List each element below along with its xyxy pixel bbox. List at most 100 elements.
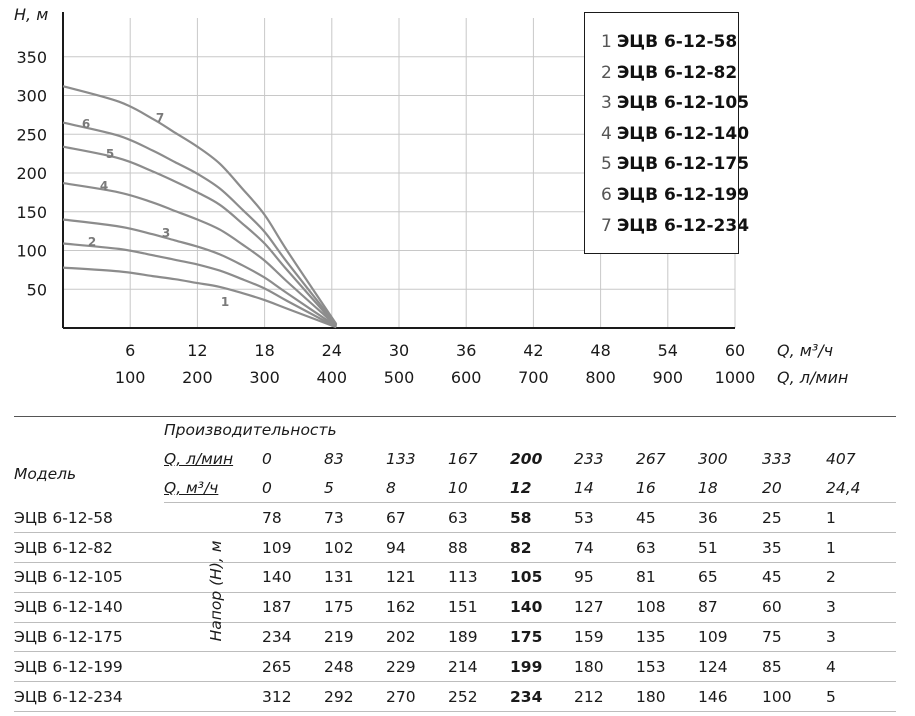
series-number-label: 5 (106, 147, 114, 161)
model-cell: ЭЦВ 6-12-82 (14, 532, 164, 563)
head-value-cell: 140 (510, 592, 574, 623)
y-tick-label: 200 (16, 164, 47, 183)
model-header: Модель (14, 464, 77, 483)
q-m3h-value: 20 (762, 473, 826, 504)
head-value-cell: 127 (574, 592, 636, 623)
head-value-cell: 100 (762, 681, 826, 712)
head-value-cell: 234 (510, 681, 574, 712)
x-tick-label-lmin: 400 (317, 368, 348, 387)
head-value-cell: 73 (324, 502, 386, 534)
legend-model-name: ЭЦВ 6-12-175 (616, 154, 750, 175)
legend-number: 4 (601, 123, 612, 144)
head-value-cell: 74 (574, 532, 636, 563)
head-value-cell: 109 (262, 532, 324, 563)
table-header-row: Q, м³/ч 0 5 8 10 12 14 16 18 20 24,4 (14, 473, 896, 504)
q-m3h-value: 0 (262, 473, 324, 504)
head-value-cell: 35 (762, 532, 826, 563)
model-cell: ЭЦВ 6-12-140 (14, 592, 164, 623)
series-line-7 (62, 85, 338, 325)
legend-model-name: ЭЦВ 6-12-199 (616, 184, 750, 205)
head-value-cell: 58 (510, 502, 574, 534)
x-tick-label-lmin: 500 (384, 368, 415, 387)
legend-entry: 1 ЭЦВ 6-12-58 (601, 27, 738, 58)
head-value-cell: 219 (324, 622, 386, 653)
head-value-cell: 234 (262, 622, 324, 653)
series-number-label: 7 (156, 111, 164, 125)
head-label-cell (164, 651, 262, 683)
x-tick-label-m3h: 6 (125, 341, 135, 360)
performance-table: Производительность Модель Q, л/мин 0 83 133 16… (14, 416, 896, 712)
legend-entry: 2 ЭЦВ 6-12-82 (601, 58, 738, 89)
model-cell: ЭЦВ 6-12-58 (14, 502, 164, 534)
head-value-cell: 153 (636, 651, 698, 683)
head-value-cell: 45 (636, 502, 698, 534)
x-tick-label-lmin: 900 (653, 368, 684, 387)
x-tick-label-lmin: 700 (518, 368, 549, 387)
head-value-cell: 180 (574, 651, 636, 683)
head-value-cell: 63 (636, 532, 698, 563)
legend-number: 6 (601, 184, 612, 205)
head-value-cell: 131 (324, 562, 386, 593)
head-value-cell: 78 (262, 502, 324, 534)
table-row: ЭЦВ 6-12-175 234 219 202 189 175 159 135 109 75 3 (14, 622, 896, 653)
head-value-cell: 75 (762, 622, 826, 653)
legend-entry: 7 ЭЦВ 6-12-234 (601, 211, 749, 242)
legend-model-name: ЭЦВ 6-12-234 (616, 215, 750, 236)
head-value-cell: 113 (448, 562, 510, 593)
q-lmin-value: 200 (510, 450, 543, 469)
head-value-cell: 1 (826, 502, 896, 534)
legend-model-name: ЭЦВ 6-12-140 (616, 123, 750, 144)
q-lmin-value: 300 (698, 450, 728, 469)
head-value-cell: 135 (636, 622, 698, 653)
series-number-label: 4 (100, 179, 108, 193)
head-value-cell: 108 (636, 592, 698, 623)
legend-number: 2 (601, 62, 612, 83)
q-m3h-value: 14 (574, 473, 636, 504)
head-value-cell: 4 (826, 651, 896, 683)
x-tick-label-m3h: 24 (322, 341, 342, 360)
head-value-cell: 63 (448, 502, 510, 534)
x-tick-label-m3h: 42 (523, 341, 543, 360)
head-value-cell: 199 (510, 651, 574, 683)
head-value-cell: 229 (386, 651, 448, 683)
head-value-cell: 189 (448, 622, 510, 653)
head-label-cell (164, 532, 262, 563)
y-tick-label: 300 (16, 87, 47, 106)
legend-number: 5 (601, 154, 612, 175)
head-value-cell: 109 (698, 622, 762, 653)
q-m3h-value: 10 (448, 473, 510, 504)
x-tick-label-m3h: 54 (658, 341, 678, 360)
unit-lmin-label: Q, л/мин (164, 450, 234, 469)
q-lmin-value: 83 (324, 450, 344, 469)
head-value-cell: 312 (262, 681, 324, 712)
head-label-cell (164, 502, 262, 534)
table-row: ЭЦВ 6-12-58 78 73 67 63 58 53 45 36 25 1 (14, 502, 896, 534)
head-value-cell: 88 (448, 532, 510, 563)
table-row: ЭЦВ 6-12-82 109 102 94 88 82 74 63 51 35 1 (14, 532, 896, 563)
head-value-cell: 85 (762, 651, 826, 683)
head-value-cell: 159 (574, 622, 636, 653)
head-value-cell: 175 (324, 592, 386, 623)
x-tick-label-lmin: 800 (585, 368, 616, 387)
head-value-cell: 1 (826, 532, 896, 563)
head-value-cell: 25 (762, 502, 826, 534)
legend-number: 3 (601, 93, 612, 114)
x-tick-label-lmin: 600 (451, 368, 482, 387)
head-value-cell: 265 (262, 651, 324, 683)
unit-m3h-label: Q, м³/ч (164, 473, 262, 504)
series-line-3 (62, 218, 337, 328)
head-value-cell: 214 (448, 651, 510, 683)
q-lmin-value: 407 (826, 450, 856, 469)
head-value-cell: 180 (636, 681, 698, 712)
series-line-2 (62, 242, 337, 329)
head-value-cell: 65 (698, 562, 762, 593)
series-line-6 (62, 121, 338, 326)
legend-model-name: ЭЦВ 6-12-82 (616, 62, 738, 83)
head-value-cell: 292 (324, 681, 386, 712)
y-tick-label: 50 (27, 280, 47, 299)
head-value-cell: 87 (698, 592, 762, 623)
legend-model-name: ЭЦВ 6-12-58 (616, 32, 738, 52)
model-cell: ЭЦВ 6-12-175 (14, 622, 164, 653)
head-value-cell: 94 (386, 532, 448, 563)
